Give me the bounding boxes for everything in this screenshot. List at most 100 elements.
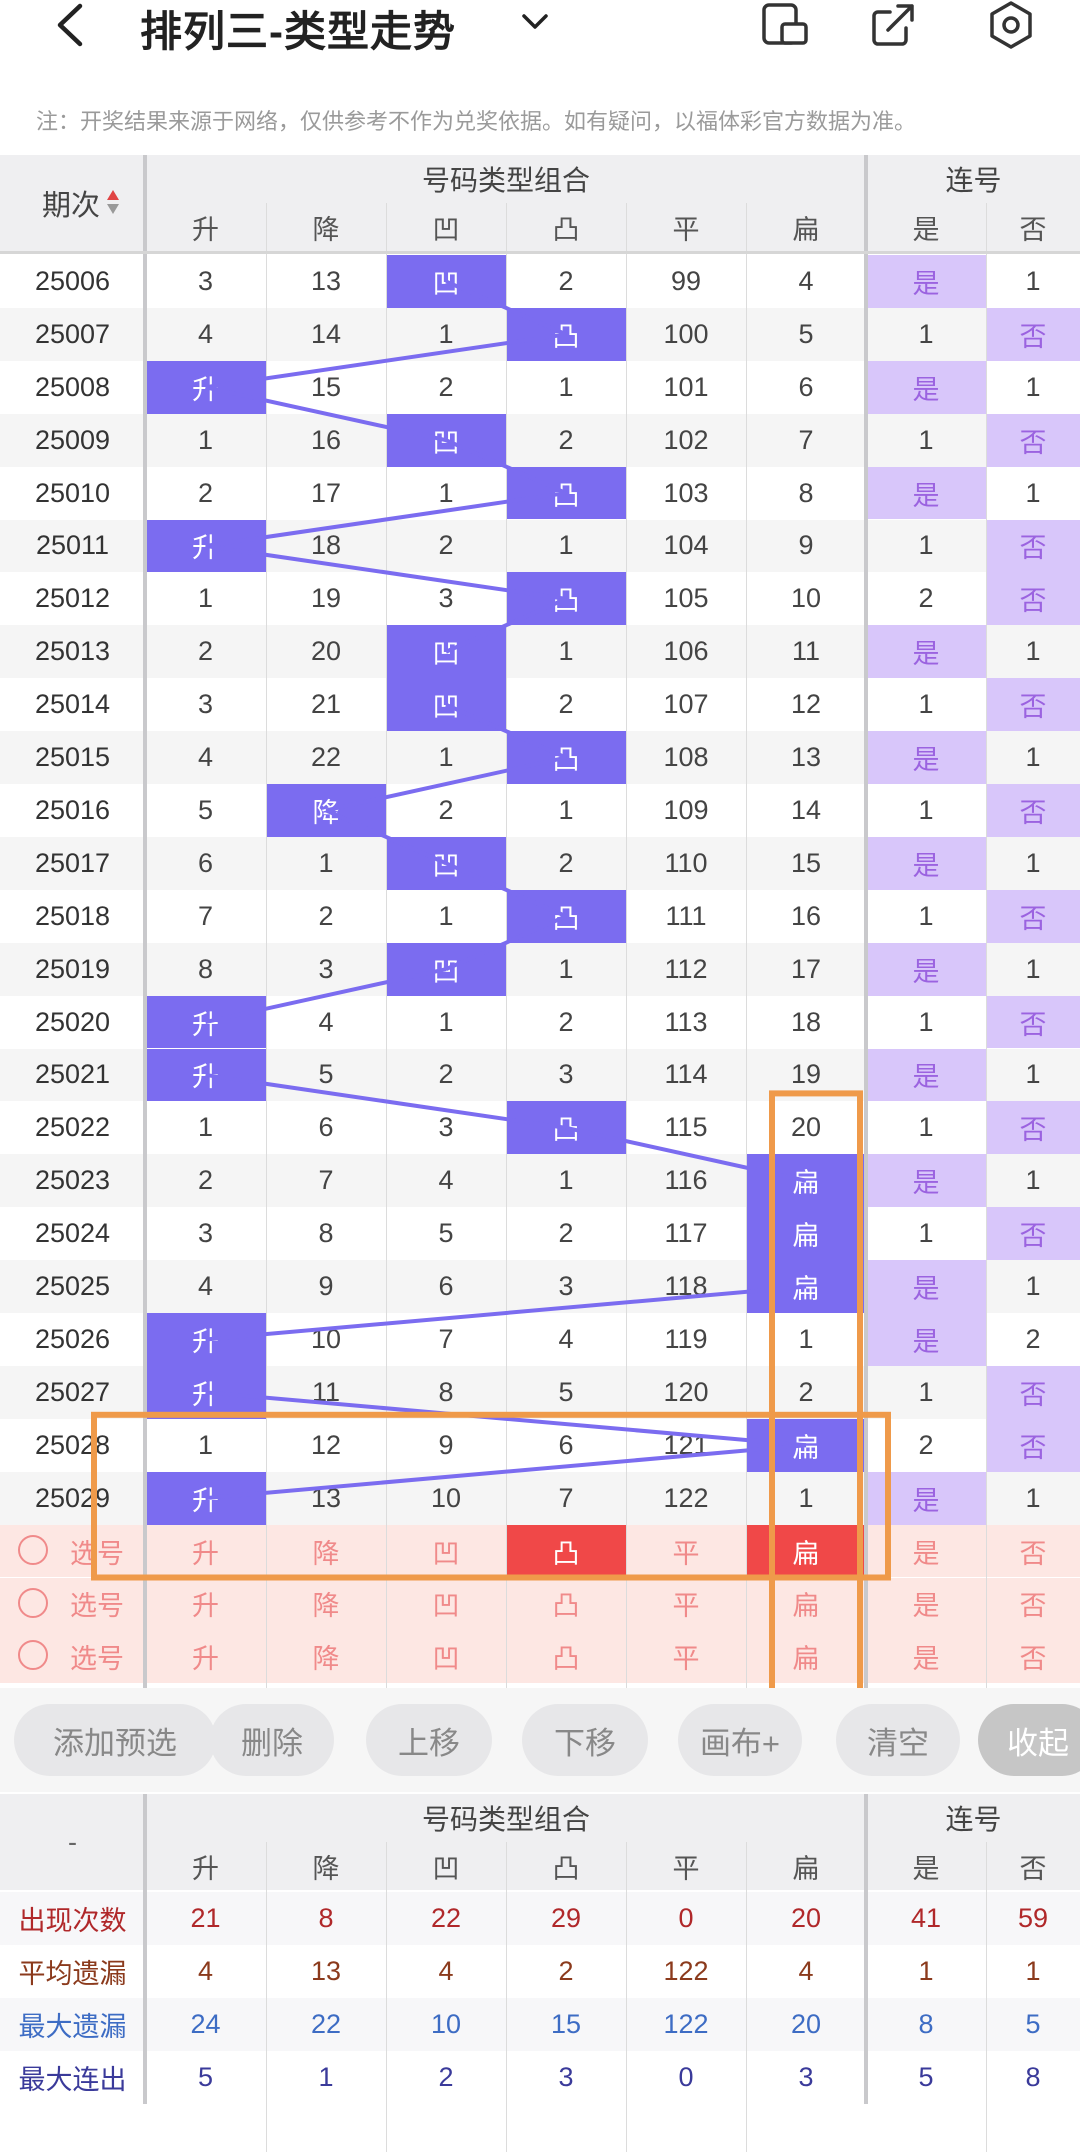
value-cell: 6: [438, 1271, 454, 1302]
select-option-3[interactable]: 凸: [552, 1644, 580, 1675]
select-option-1[interactable]: 降: [312, 1538, 340, 1569]
value-cell: 5: [438, 1218, 454, 1249]
value-cell: 6: [318, 1112, 334, 1143]
back-arrow-icon[interactable]: [52, 2, 92, 48]
value-cell: 3: [197, 1218, 214, 1249]
select-radio-icon[interactable]: [18, 1587, 48, 1618]
value-cell: 100: [663, 318, 709, 349]
hit-cell: 凹: [386, 836, 506, 890]
select-radio-icon[interactable]: [18, 1640, 48, 1671]
value-cell: 4: [197, 742, 214, 773]
period-cell: 25014: [34, 689, 111, 720]
value-cell: 是: [866, 1154, 986, 1208]
stats-row: [0, 1892, 1080, 1945]
select-option-1[interactable]: 降: [312, 1644, 340, 1675]
value-cell: 3: [197, 265, 214, 296]
share-icon[interactable]: [868, 0, 918, 50]
move-up-button[interactable]: 上移: [366, 1704, 492, 1776]
select-option-6[interactable]: 是: [912, 1591, 940, 1622]
select-option-6[interactable]: 是: [912, 1538, 940, 1569]
select-label: 选号: [70, 1644, 124, 1675]
collapse-button[interactable]: 收起: [978, 1704, 1080, 1776]
value-cell: 1: [197, 424, 214, 455]
value-cell: 7: [798, 424, 814, 455]
value-cell: 4: [318, 1006, 334, 1037]
value-cell: 2: [197, 636, 214, 667]
value-cell: 2: [1025, 1323, 1041, 1354]
layout-icon[interactable]: [760, 0, 810, 50]
value-cell: 8: [438, 1376, 454, 1407]
select-option-4[interactable]: 平: [672, 1644, 700, 1675]
delete-button[interactable]: 删除: [210, 1704, 334, 1776]
select-option-3[interactable]: 凸: [506, 1524, 626, 1578]
column-header-6: 是: [866, 203, 986, 251]
hit-cell: 凹: [386, 255, 506, 308]
select-option-5[interactable]: 扁: [792, 1644, 820, 1675]
select-option-2[interactable]: 凹: [432, 1591, 460, 1622]
select-row: [0, 1630, 1080, 1684]
select-option-4[interactable]: 平: [672, 1538, 700, 1569]
value-cell: 115: [664, 1112, 708, 1143]
select-option-2[interactable]: 凹: [432, 1538, 460, 1569]
move-down-button[interactable]: 下移: [522, 1704, 648, 1776]
value-cell: 1: [558, 636, 574, 667]
hit-cell: 扁: [746, 1207, 866, 1261]
column-header-5: 扁: [746, 203, 866, 251]
select-radio-icon[interactable]: [18, 1534, 48, 1565]
value-cell: 否: [986, 1101, 1080, 1155]
stats-value: 5: [197, 2062, 214, 2092]
value-cell: 2: [918, 1429, 934, 1460]
select-option-0[interactable]: 升: [192, 1538, 219, 1569]
select-option-1[interactable]: 降: [312, 1591, 340, 1622]
value-cell: 1: [918, 1218, 934, 1249]
value-cell: 1: [1025, 477, 1041, 508]
stats-value: 8: [318, 1903, 334, 1933]
stats-value: 0: [678, 2062, 694, 2092]
period-cell: 25017: [34, 847, 111, 878]
value-cell: 6: [197, 847, 214, 878]
top-bar: 排列三-类型走势: [0, 0, 1080, 92]
value-cell: 10: [430, 1482, 462, 1513]
value-cell: 13: [790, 742, 822, 773]
select-option-7[interactable]: 否: [1019, 1538, 1047, 1569]
canvas-plus-button[interactable]: 画布+: [678, 1704, 802, 1776]
select-label: 选号: [70, 1591, 124, 1622]
select-option-0[interactable]: 升: [192, 1591, 219, 1622]
stats-value: 5: [1025, 2009, 1041, 2039]
hit-cell: 凹: [386, 625, 506, 679]
clear-button[interactable]: 清空: [836, 1704, 960, 1776]
value-cell: 1: [1025, 953, 1041, 984]
value-cell: 21: [310, 689, 342, 720]
select-option-5[interactable]: 扁: [792, 1591, 820, 1622]
value-cell: 否: [986, 519, 1080, 573]
select-option-3[interactable]: 凸: [552, 1591, 580, 1622]
select-option-5[interactable]: 扁: [746, 1524, 866, 1578]
chevron-down-icon[interactable]: [518, 8, 552, 36]
settings-icon[interactable]: [986, 0, 1036, 50]
value-cell: 否: [986, 572, 1080, 626]
add-preselect-button[interactable]: 添加预选: [14, 1704, 216, 1776]
stats-column-header-2: 凹: [386, 1842, 506, 1890]
value-cell: 1: [918, 530, 934, 561]
column-header-period[interactable]: 期次: [0, 155, 145, 251]
stats-value: 2: [558, 1956, 574, 1986]
value-cell: 3: [438, 583, 454, 614]
value-cell: 1: [558, 1165, 574, 1196]
stats-column-header-4: 平: [626, 1842, 746, 1890]
select-option-0[interactable]: 升: [192, 1644, 219, 1675]
select-option-2[interactable]: 凹: [432, 1644, 460, 1675]
value-cell: 2: [197, 477, 214, 508]
stats-column-header-0: 升: [145, 1842, 266, 1890]
period-cell: 25012: [34, 583, 111, 614]
select-option-7[interactable]: 否: [1019, 1644, 1047, 1675]
value-cell: 是: [866, 255, 986, 308]
select-option-4[interactable]: 平: [672, 1591, 700, 1622]
select-option-7[interactable]: 否: [1019, 1591, 1047, 1622]
value-cell: 1: [918, 900, 934, 931]
sort-icon[interactable]: [106, 189, 120, 215]
select-option-6[interactable]: 是: [912, 1644, 940, 1675]
value-cell: 1: [438, 477, 454, 508]
stats-value: 3: [558, 2062, 574, 2092]
stats-column-header-7: 否: [986, 1842, 1080, 1890]
hit-cell: 凸: [506, 889, 626, 943]
